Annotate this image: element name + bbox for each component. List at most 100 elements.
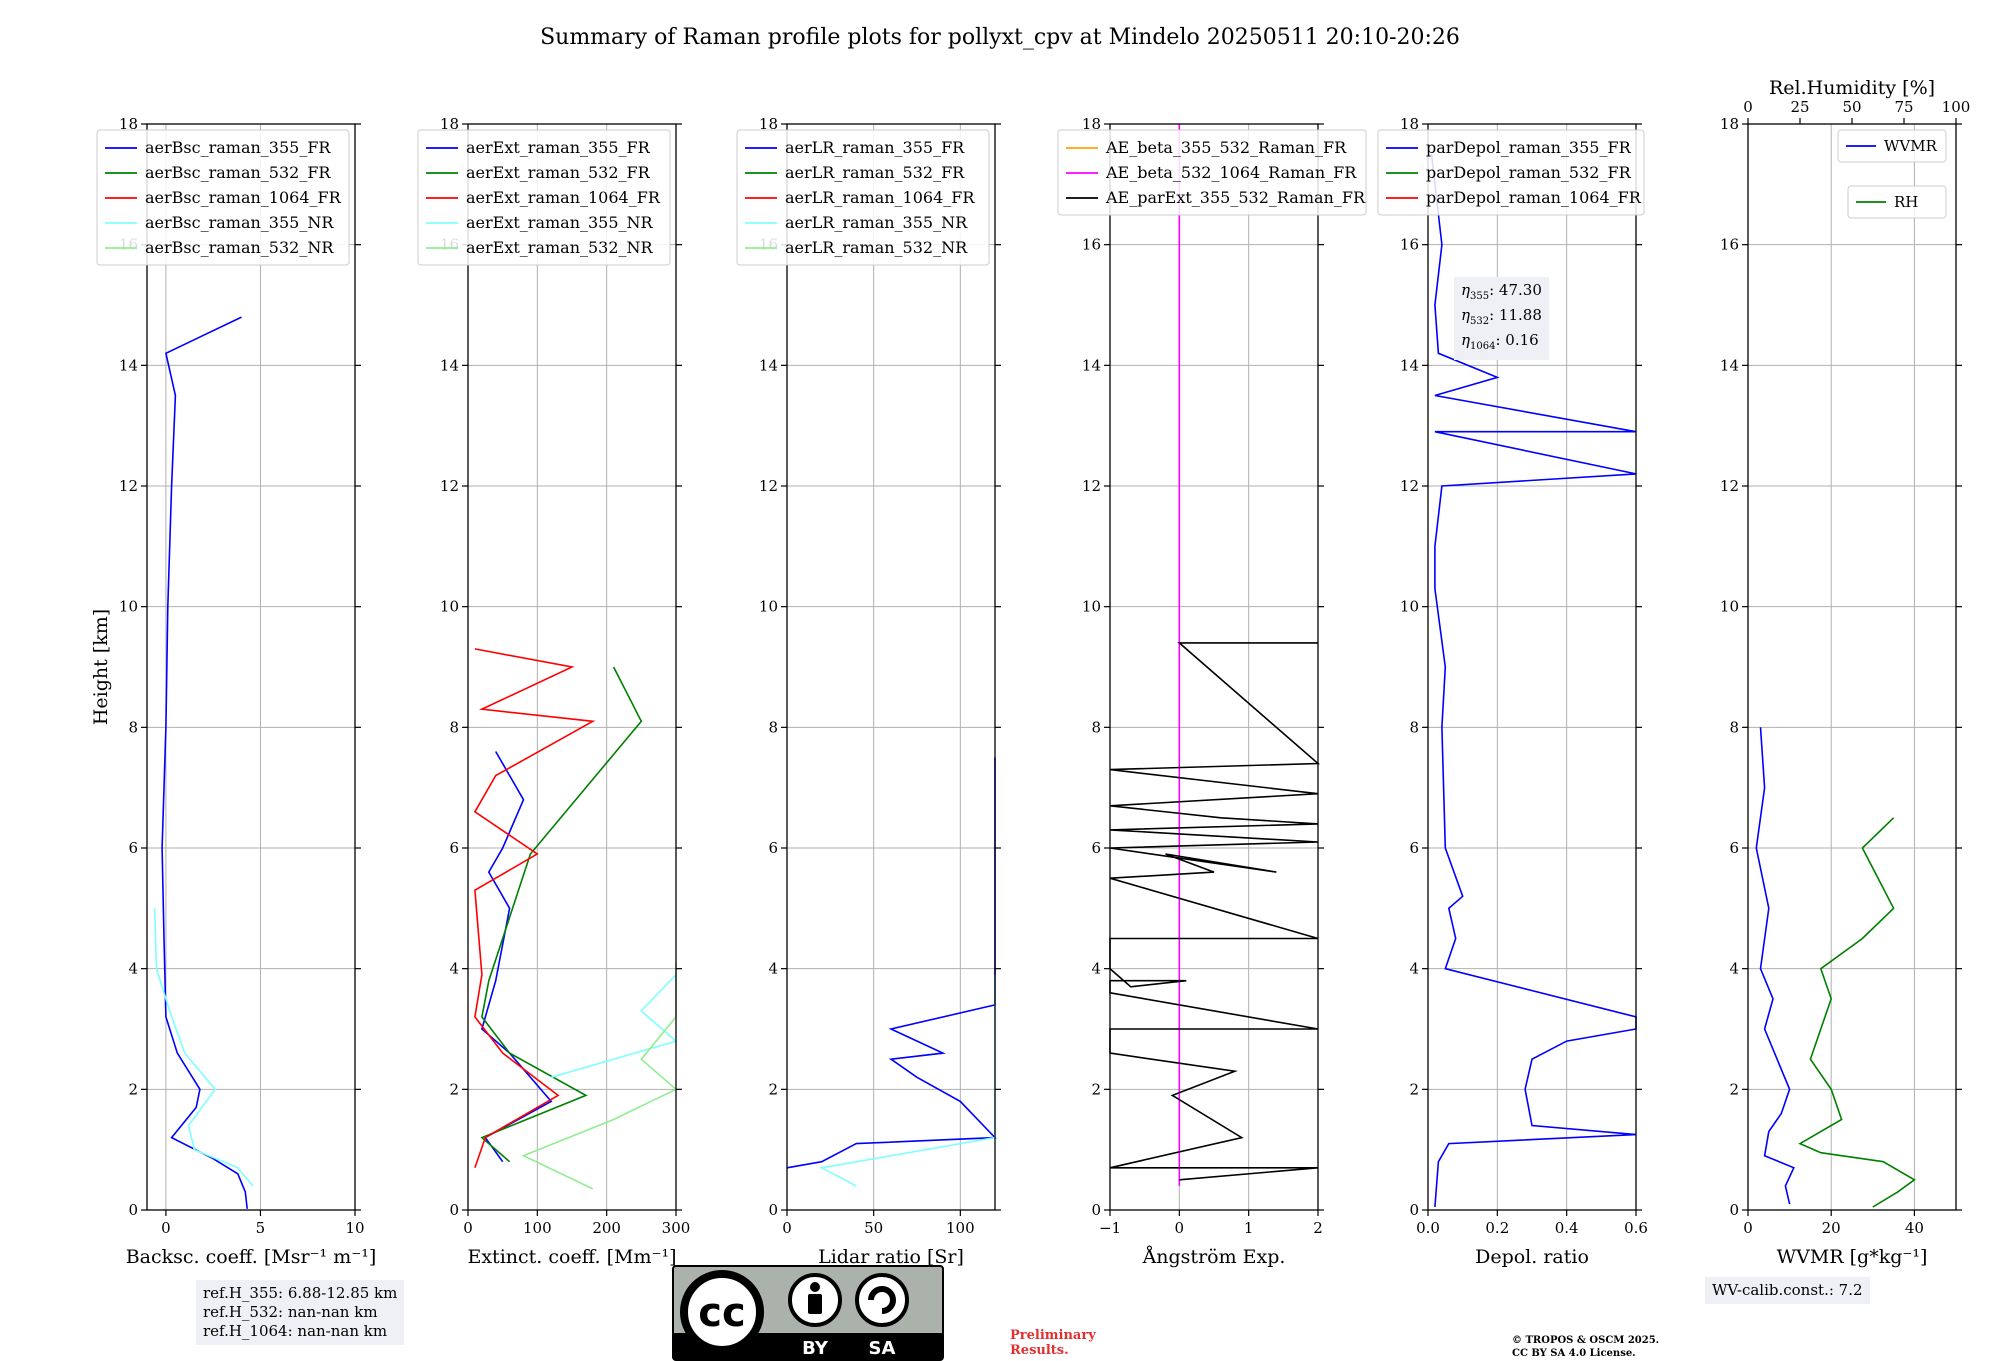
legend-label: aerLR_raman_355_FR [785,138,965,157]
y-tick-label: 12 [759,477,778,495]
x-tick-label: 100 [523,1219,552,1237]
legend-label: AE_beta_532_1064_Raman_FR [1105,163,1357,182]
eta-value: : 0.16 [1495,331,1539,349]
legend-label: aerLR_raman_532_NR [785,238,968,257]
y-tick-label: 0 [1091,1201,1101,1219]
x-tick-label: 0.0 [1416,1219,1440,1237]
series-line-aerBsc_raman_355_FR [161,316,248,1209]
series-line-aerLR_raman_355_FR [786,757,997,1169]
y-tick-label: 4 [1409,960,1419,978]
y-tick-label: 2 [1091,1080,1101,1098]
series-line-aerExt_raman_532_FR [480,666,643,1163]
x-tick-label: 0.6 [1624,1219,1648,1237]
cc-by-sa-license-badge: cc BY SA [672,1265,944,1361]
legend-frame [417,129,671,266]
chart-panels: 0246810121416180510Backsc. coeff. [Msr⁻¹… [90,77,1970,1268]
legend-label: aerBsc_raman_1064_FR [145,188,342,207]
y-tick-label: 0 [449,1201,459,1219]
y-tick-label: 8 [449,718,459,736]
chart-panel-2: 0246810121416180100200300Extinct. coeff.… [417,115,691,1268]
legend-box-RH: RH [1847,185,1947,219]
y-tick-label: 4 [128,960,138,978]
y-tick-label: 14 [1720,356,1739,374]
legend-frame [736,129,990,266]
legend: AE_beta_355_532_Raman_FR AE_beta_532_1064… [1057,129,1367,216]
legend-label: AE_beta_355_532_Raman_FR [1105,138,1347,157]
plot-frame [1747,123,1957,1211]
y-tick-label: 4 [1729,960,1739,978]
y-tick-label: 10 [1400,598,1419,616]
y-tick-label: 4 [1091,960,1101,978]
x-tick-label: 300 [662,1219,691,1237]
chart-panel-1: 0246810121416180510Backsc. coeff. [Msr⁻¹… [90,115,376,1268]
y-tick-label: 6 [1409,839,1419,857]
y-tick-label: 10 [759,598,778,616]
y-tick-label: 8 [768,718,778,736]
y-tick-label: 8 [128,718,138,736]
y-tick-label: 2 [768,1080,778,1098]
legend-label: aerExt_raman_355_NR [466,213,654,232]
series-line-aerBsc_raman_355_NR [153,908,254,1187]
y-tick-label: 16 [1720,236,1739,254]
y-tick-label: 2 [128,1080,138,1098]
legend-label: aerExt_raman_532_NR [466,238,654,257]
y-tick-label: 6 [1729,839,1739,857]
legend-label: aerExt_raman_355_FR [466,138,651,157]
x-tick-label: 0 [1175,1219,1185,1237]
person-head-icon [810,1282,820,1292]
y-tick-label: 10 [1082,598,1101,616]
legend-label: aerBsc_raman_532_FR [145,163,331,182]
y-tick-label: 6 [1091,839,1101,857]
copyright-note: © TROPOS & OSCM 2025. CC BY SA 4.0 Licen… [1512,1334,1659,1360]
x-tick-label: 0 [1743,1219,1753,1237]
y-tick-label: 0 [128,1201,138,1219]
y-tick-label: 10 [119,598,138,616]
person-body-icon [808,1294,822,1314]
eta-subscript: 1064 [1470,341,1496,352]
legend-label: parDepol_raman_355_FR [1426,138,1632,157]
y-tick-label: 12 [1720,477,1739,495]
legend: aerBsc_raman_355_FR aerBsc_raman_532_FRae… [96,129,350,266]
x-tick-label: 1 [1244,1219,1254,1237]
x-axis-label: Depol. ratio [1475,1246,1589,1268]
series-line-parDepol_raman_355_FR [1430,154,1637,1208]
x-tick-label: 100 [946,1219,975,1237]
top-tick-label: 50 [1842,98,1861,116]
x-tick-label: −1 [1099,1219,1121,1237]
by-label: BY [802,1338,829,1359]
legend-label: aerBsc_raman_355_FR [145,138,331,157]
legend: aerLR_raman_355_FR aerLR_raman_532_FR aerL… [736,129,990,266]
y-tick-label: 16 [1400,236,1419,254]
series-line-aerExt_raman_532_NR [521,962,678,1190]
legend-label: parDepol_raman_532_FR [1426,163,1632,182]
top-axis-label: Rel.Humidity [%] [1769,77,1935,99]
top-tick-label: 25 [1790,98,1809,116]
cc-text: cc [698,1290,745,1336]
x-tick-label: 5 [256,1219,266,1237]
y-tick-label: 6 [128,839,138,857]
x-tick-label: 0.4 [1555,1219,1579,1237]
chart-panel-3: 024681012141618050100Lidar ratio [Sr]aer… [736,115,1001,1268]
x-tick-label: 10 [345,1219,364,1237]
top-tick-label: 0 [1743,98,1753,116]
ref-height-532: ref.H_532: nan-nan km [203,1303,378,1321]
x-tick-label: 0 [463,1219,473,1237]
chart-panel-5: 0 2 4 6 8 10 12 14 16 18 0.0 0.2 0.4 0.6 Depol. ratio p… [1377,115,1648,1268]
eta-symbol: η [1461,306,1470,324]
plot-frame [786,123,996,1211]
y-tick-label: 18 [119,115,138,133]
series-line-AE_parExt_355_532_Raman_FR [1109,642,1321,1181]
legend-label: aerBsc_raman_355_NR [145,213,334,232]
eta-subscript: 532 [1470,316,1490,327]
figure-title: Summary of Raman profile plots for polly… [540,25,1460,50]
x-tick-label: 0 [782,1219,792,1237]
legend: aerExt_raman_355_FR aerExt_raman_532_FRae… [417,129,671,266]
legend-label: aerLR_raman_1064_FR [785,188,975,207]
y-tick-label: 2 [1729,1080,1739,1098]
y-tick-label: 2 [449,1080,459,1098]
share-alike-arrow-icon [868,1286,896,1314]
eta-symbol: η [1461,281,1470,299]
copyright-line: © TROPOS & OSCM 2025. [1512,1335,1660,1346]
y-tick-label: 18 [1400,115,1419,133]
y-tick-label: 14 [1400,356,1419,374]
